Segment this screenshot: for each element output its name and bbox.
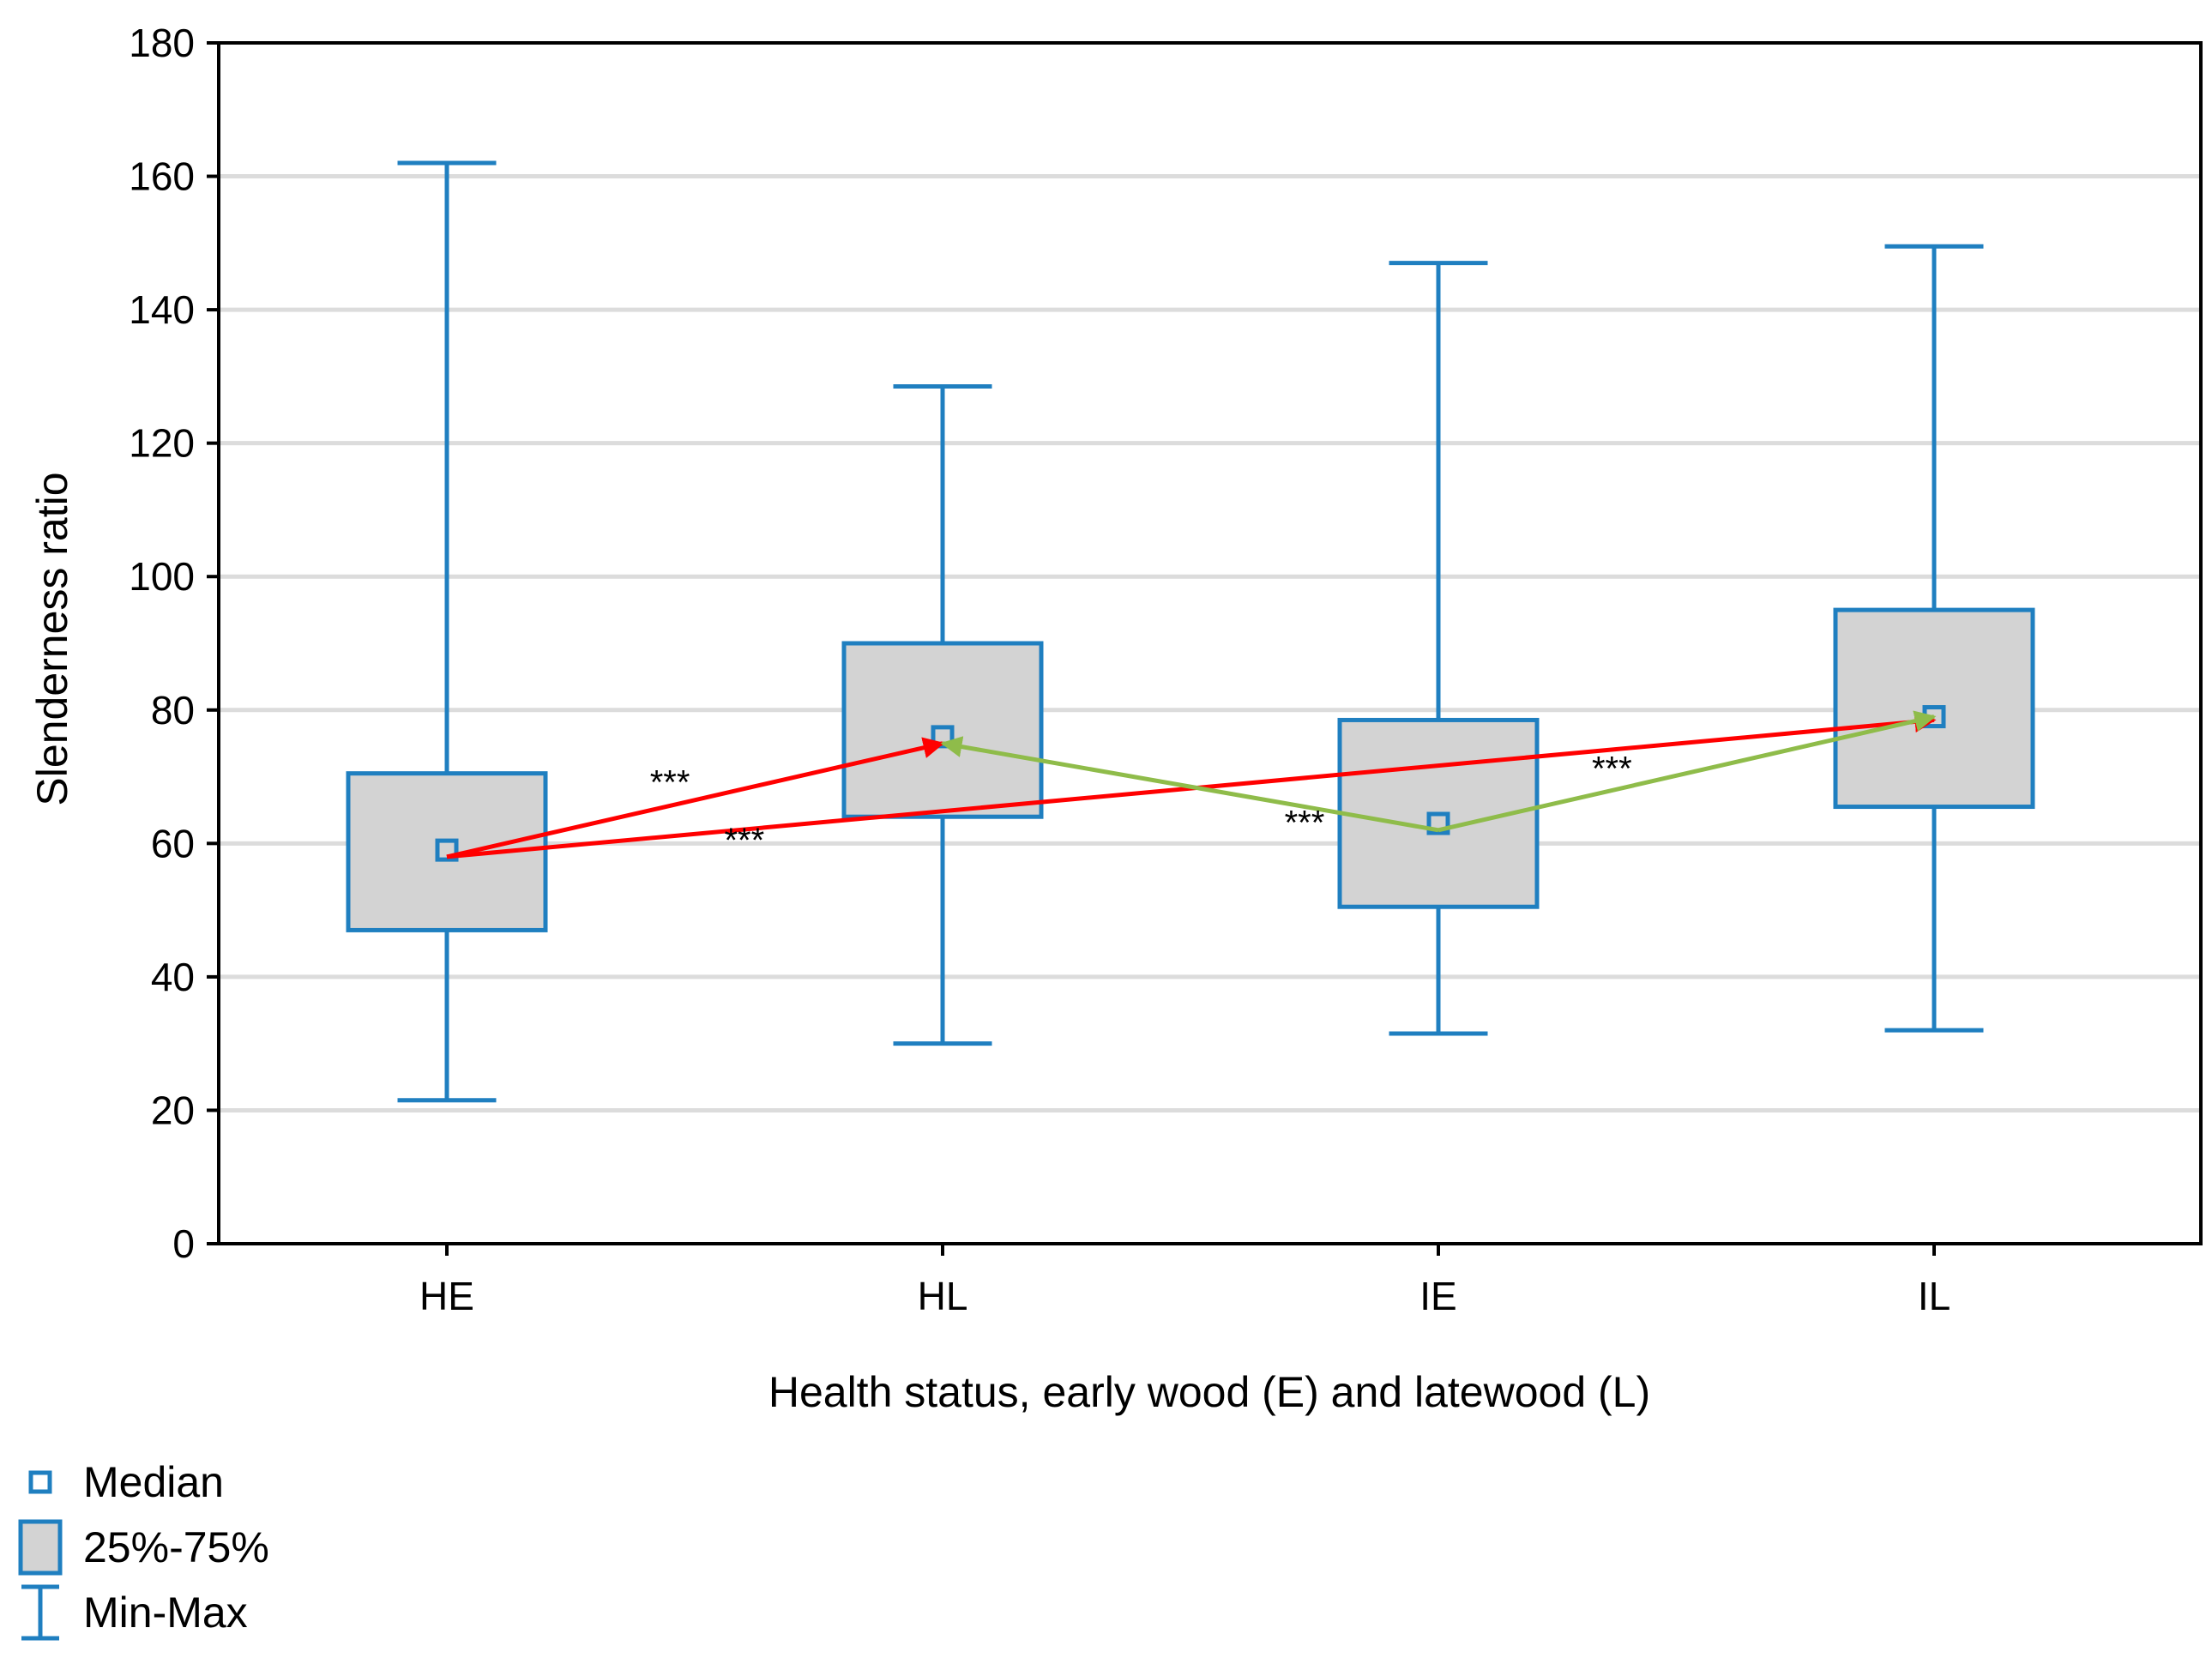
significance-label: *** <box>1592 751 1632 788</box>
arrow-he-hl <box>446 737 945 859</box>
median-marker <box>1426 811 1450 835</box>
arrow-ie-hl <box>940 736 1439 833</box>
y-axis-title: Slenderness ratio <box>28 472 76 805</box>
legend-label: 25%-75% <box>83 1523 269 1571</box>
x-tick-label: IE <box>1419 1274 1456 1318</box>
y-tick-label: 100 <box>129 554 195 599</box>
iqr-box <box>841 641 1044 819</box>
y-tick-label: 60 <box>151 821 195 865</box>
box-he <box>346 160 548 1103</box>
x-tick-label: HE <box>419 1274 474 1318</box>
legend-item-whisker: Min-Max <box>21 1584 248 1641</box>
y-tick-label: 180 <box>129 21 195 65</box>
y-tick-label: 40 <box>151 955 195 999</box>
significance-label: *** <box>1285 804 1325 841</box>
y-tick-label: 140 <box>129 287 195 332</box>
box-hl <box>841 384 1044 1046</box>
grid-lines <box>219 174 2201 1112</box>
legend-item-median: Median <box>28 1458 224 1506</box>
significance-label: *** <box>724 822 764 859</box>
box-swatch <box>18 1519 63 1576</box>
boxes <box>346 160 2035 1103</box>
median-marker <box>435 838 459 862</box>
x-tick-label: HL <box>918 1274 968 1318</box>
significance-label: *** <box>650 763 690 801</box>
legend-item-box: 25%-75% <box>18 1519 269 1576</box>
y-tick-label: 160 <box>129 154 195 199</box>
legend: Median 25%-75% Min-Max <box>18 1458 269 1641</box>
arrow-ie-il <box>1437 710 1937 833</box>
y-tick-label: 0 <box>172 1221 195 1266</box>
x-axis-title: Health status, early wood (E) and latewo… <box>768 1368 1650 1416</box>
axes: 0 20 40 60 80 100 120 140 160 180 HE HL IE IL <box>129 21 2203 1318</box>
y-tick-label: 20 <box>151 1088 195 1132</box>
legend-label: Min-Max <box>83 1589 248 1637</box>
y-tick-label: 80 <box>151 688 195 733</box>
box-il <box>1833 244 2035 1033</box>
x-tick-label: IL <box>1918 1274 1950 1318</box>
plot-frame <box>217 41 2203 1245</box>
median-swatch <box>28 1470 52 1494</box>
legend-label: Median <box>83 1458 224 1506</box>
comparison-arrows: *** *** *** *** <box>446 710 1937 859</box>
box-ie <box>1337 261 1540 1036</box>
y-tick-label: 120 <box>129 421 195 466</box>
